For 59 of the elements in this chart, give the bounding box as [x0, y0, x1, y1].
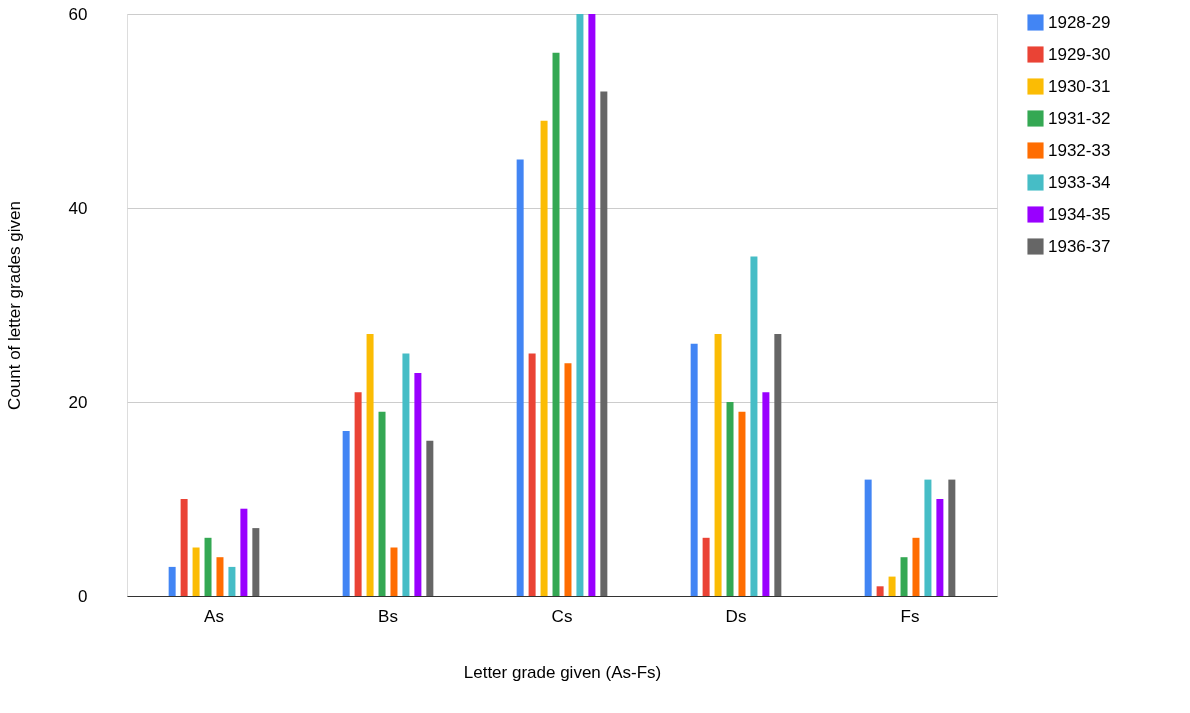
legend-label: 1930-31 [1048, 76, 1111, 96]
legend-label: 1933-34 [1048, 172, 1111, 192]
x-axis-title: Letter grade given (As-Fs) [463, 662, 662, 682]
bar [600, 91, 608, 596]
bar [702, 537, 710, 596]
bar [252, 528, 260, 596]
legend-label: 1928-29 [1048, 12, 1111, 32]
legend-label: 1936-37 [1048, 236, 1111, 256]
bar [948, 479, 956, 596]
bar [390, 547, 398, 596]
bar [900, 557, 908, 596]
bar [552, 52, 560, 596]
bar [228, 566, 236, 596]
bar [414, 372, 422, 596]
legend-label: 1929-30 [1048, 44, 1111, 64]
legend-label: 1934-35 [1048, 204, 1111, 224]
bar [690, 343, 698, 596]
bar [168, 566, 176, 596]
legend-label: 1932-33 [1048, 140, 1111, 160]
bar [774, 334, 782, 596]
y-tick-label: 20 [68, 392, 88, 412]
bar [924, 479, 932, 596]
x-tick-label: Fs [900, 606, 920, 626]
y-axis-title: Count of letter grades given [4, 201, 24, 410]
bar [540, 120, 548, 596]
bar [240, 508, 248, 596]
bar [342, 431, 350, 596]
bar [366, 334, 374, 596]
bar [888, 576, 896, 596]
bar [516, 159, 524, 596]
bar [576, 14, 584, 596]
x-tick-label: As [204, 606, 224, 626]
bar [354, 392, 362, 596]
bar [714, 334, 722, 596]
x-tick-label: Cs [551, 606, 573, 626]
bar [528, 353, 536, 596]
bar [216, 557, 224, 596]
bar [726, 402, 734, 596]
bar [192, 547, 200, 596]
bar [378, 411, 386, 596]
bar [762, 392, 770, 596]
bar [204, 537, 212, 596]
bar [564, 363, 572, 596]
legend-label: 1931-32 [1048, 108, 1111, 128]
x-tick-label: Ds [725, 606, 747, 626]
y-tick-label: 40 [68, 198, 88, 218]
x-tick-label: Bs [378, 606, 398, 626]
bar [426, 440, 434, 596]
bar [180, 499, 188, 596]
bar [588, 14, 596, 596]
bar [402, 353, 410, 596]
bar [738, 411, 746, 596]
bar [750, 256, 758, 596]
y-tick-label: 0 [78, 586, 88, 606]
y-tick-label: 60 [68, 4, 88, 24]
bar [864, 479, 872, 596]
bar [912, 537, 920, 596]
bar [936, 499, 944, 596]
bar [876, 586, 884, 596]
